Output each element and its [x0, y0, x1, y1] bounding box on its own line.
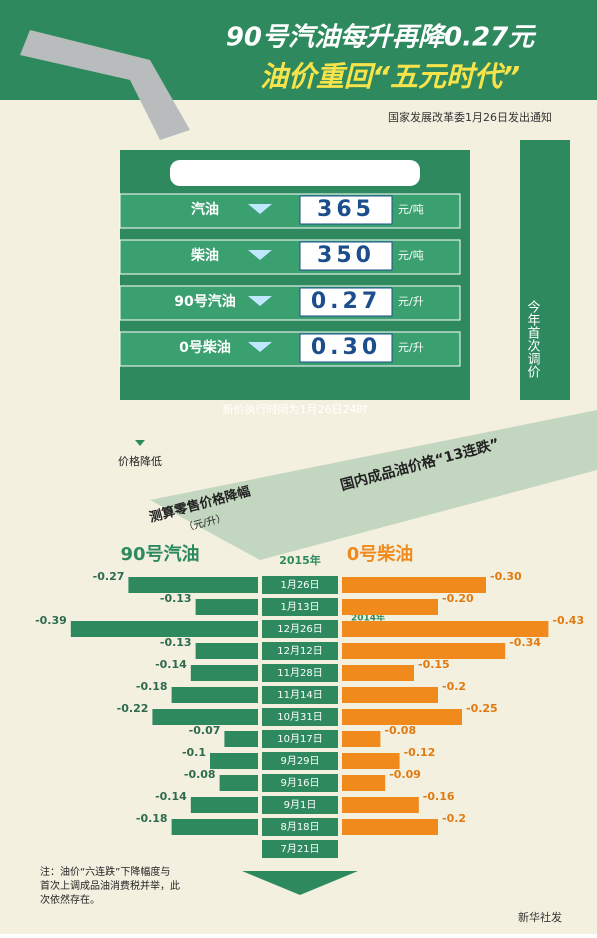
- row-label: 柴油: [190, 247, 219, 264]
- bar: [342, 775, 385, 791]
- bar: [191, 665, 258, 681]
- value-label: -0.08: [384, 724, 416, 737]
- value-label: -0.25: [466, 702, 498, 715]
- bar: [342, 687, 438, 703]
- date-label: 1月26日: [280, 579, 319, 591]
- note: 国家发展改革委1月26日发出通知: [388, 110, 552, 124]
- bar: [342, 621, 548, 637]
- unit: 元/升: [398, 341, 424, 354]
- date-label: 12月12日: [277, 645, 322, 657]
- date-label: 11月14日: [277, 689, 322, 701]
- bar: [196, 599, 258, 615]
- value-label: -0.22: [117, 702, 149, 715]
- amount: 365: [317, 197, 375, 222]
- unit: 元/升: [398, 295, 424, 308]
- unit: 元/吨: [398, 203, 424, 216]
- date-label: 11月28日: [277, 667, 322, 679]
- title: 油价重回“五元时代”: [260, 60, 520, 93]
- year-label: 2015年: [279, 553, 321, 567]
- row-label: 0号柴油: [179, 339, 231, 356]
- legend-entry: 0号柴油: [347, 543, 414, 565]
- value-label: -0.18: [136, 812, 168, 825]
- bar: [128, 577, 258, 593]
- bar: [342, 753, 400, 769]
- date-label: 9月1日: [284, 799, 317, 811]
- bar: [342, 709, 462, 725]
- bar: [342, 665, 414, 681]
- date-label: 9月29日: [280, 755, 319, 767]
- can-handle: [170, 160, 420, 186]
- bar: [342, 577, 486, 593]
- value-label: -0.39: [35, 614, 67, 627]
- bar: [342, 819, 438, 835]
- value-label: -0.20: [442, 592, 474, 605]
- bar: [152, 709, 258, 725]
- date-label: 1月13日: [280, 601, 319, 613]
- bar: [191, 797, 258, 813]
- value-label: -0.27: [93, 570, 125, 583]
- value-label: -0.30: [490, 570, 522, 583]
- bar: [71, 621, 258, 637]
- value-label: -0.18: [136, 680, 168, 693]
- effective: 新价执行时间为1月26日24时: [223, 402, 368, 416]
- value-label: -0.13: [160, 592, 192, 605]
- value-label: -0.14: [155, 658, 187, 671]
- value-label: -0.13: [160, 636, 192, 649]
- value-label: -0.09: [389, 768, 421, 781]
- amount: 0.30: [311, 335, 381, 360]
- bar: [210, 753, 258, 769]
- bar: [342, 599, 438, 615]
- value-label: -0.16: [423, 790, 455, 803]
- title: 90号汽油每升再降0.27元: [226, 23, 537, 53]
- row-label: 90号汽油: [174, 293, 235, 310]
- value-label: -0.1: [182, 746, 206, 759]
- date-label: 7月21日: [280, 843, 319, 855]
- bar: [172, 819, 258, 835]
- infographic: 90号汽油每升再降0.27元 油价重回“五元时代” 国家发展改革委1月26日发出…: [0, 0, 597, 934]
- value-label: -0.14: [155, 790, 187, 803]
- unit: 元/吨: [398, 249, 424, 262]
- date-label: 9月16日: [280, 777, 319, 789]
- bar: [220, 775, 258, 791]
- bar: [342, 731, 380, 747]
- bar: [196, 643, 258, 659]
- value-label: -0.2: [442, 680, 466, 693]
- value-label: -0.2: [442, 812, 466, 825]
- value-label: -0.12: [404, 746, 436, 759]
- source: 新华社发: [518, 910, 562, 924]
- bar: [172, 687, 258, 703]
- amount: 0.27: [311, 289, 381, 314]
- value-label: -0.34: [509, 636, 541, 649]
- bar: [224, 731, 258, 747]
- bar: [342, 643, 505, 659]
- date-label: 12月26日: [277, 623, 322, 635]
- legend: 价格降低: [118, 454, 162, 468]
- legend-entry: 90号汽油: [120, 543, 199, 565]
- date-label: 8月18日: [280, 821, 319, 833]
- side-text: 今年首次调价: [525, 299, 541, 378]
- bar: [342, 797, 419, 813]
- date-label: 10月31日: [277, 711, 322, 723]
- value-label: -0.07: [189, 724, 221, 737]
- value-label: -0.43: [552, 614, 584, 627]
- value-label: -0.15: [418, 658, 450, 671]
- amount: 350: [317, 243, 375, 268]
- row-label: 汽油: [191, 201, 219, 218]
- date-label: 10月17日: [277, 733, 322, 745]
- value-label: -0.08: [184, 768, 216, 781]
